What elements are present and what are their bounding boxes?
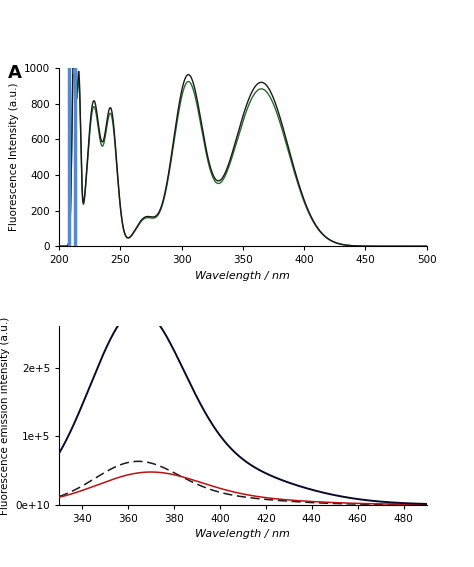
Text: A: A bbox=[8, 65, 22, 82]
Y-axis label: Fluorescence emission intensity (a.u.): Fluorescence emission intensity (a.u.) bbox=[0, 316, 10, 515]
X-axis label: Wavelength / nm: Wavelength / nm bbox=[195, 529, 291, 539]
Y-axis label: Fluorescence Intensity (a.u.): Fluorescence Intensity (a.u.) bbox=[9, 83, 18, 231]
X-axis label: Wavelength / nm: Wavelength / nm bbox=[195, 271, 291, 281]
